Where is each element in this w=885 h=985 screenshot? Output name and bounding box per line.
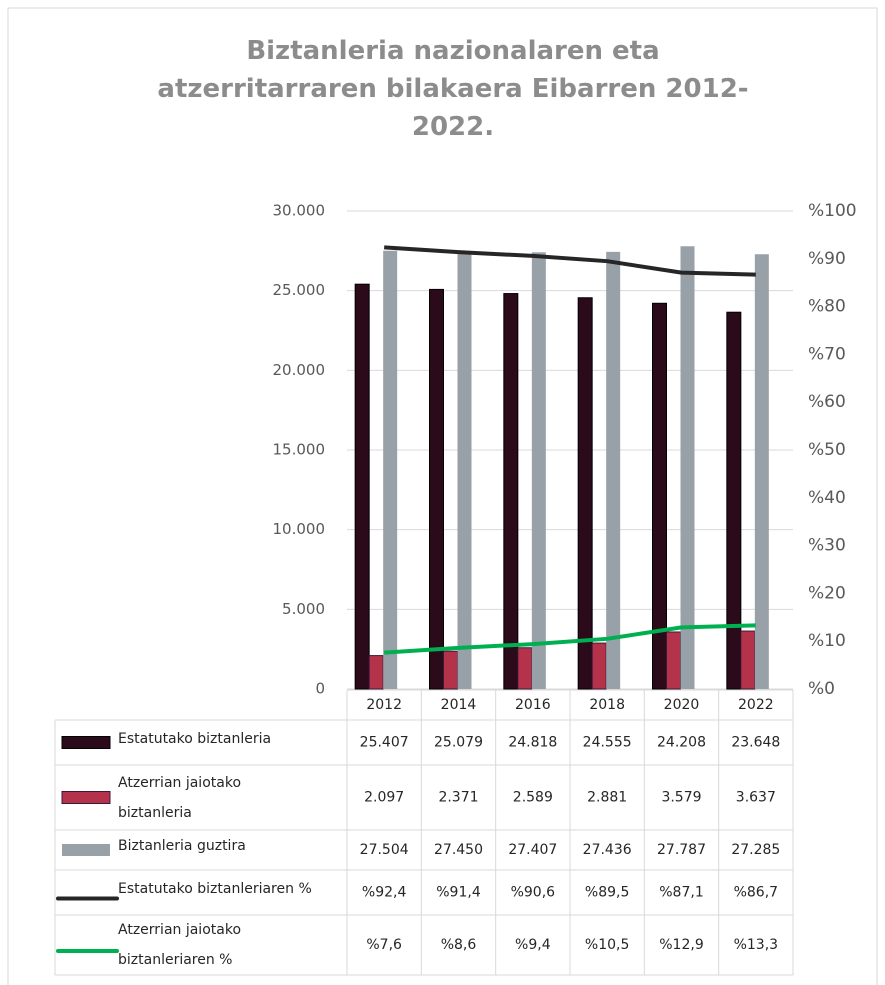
y2-tick-label: %70 <box>808 344 846 364</box>
bar <box>740 630 756 690</box>
table-value: %8,6 <box>441 937 477 953</box>
y2-tick-label: %100 <box>808 201 857 221</box>
bar <box>368 655 384 690</box>
legend-label: Atzerrian jaiotako biztanleria <box>118 774 242 821</box>
table-value: %90,6 <box>511 885 556 901</box>
bar <box>354 283 370 690</box>
table-value: %91,4 <box>436 885 481 901</box>
legend-label: Estatutako biztanleriaren % <box>118 880 312 897</box>
y-tick-label: 15.000 <box>273 441 326 459</box>
y2-tick-label: %90 <box>808 249 846 269</box>
y2-tick-label: %20 <box>808 583 846 603</box>
table-value: 27.436 <box>583 842 632 858</box>
y2-tick-label: %40 <box>808 488 846 508</box>
y-tick-label: 25.000 <box>273 281 326 299</box>
table-value: 24.555 <box>583 735 632 751</box>
table-value: %92,4 <box>362 885 407 901</box>
table-value: 24.818 <box>508 735 557 751</box>
bar <box>517 647 533 690</box>
y2-tick-label: %0 <box>808 679 835 699</box>
bar <box>606 251 621 689</box>
y2-tick-label: %60 <box>808 392 846 412</box>
table-value: 3.579 <box>661 790 701 806</box>
table-value: 27.787 <box>657 842 706 858</box>
y-tick-label: 0 <box>315 680 325 698</box>
bar <box>531 252 546 690</box>
table-value: %87,1 <box>659 885 703 901</box>
x-tick-label: 2020 <box>664 697 700 713</box>
table-value: %86,7 <box>734 885 778 901</box>
y2-tick-label: %50 <box>808 440 846 460</box>
y2-tick-label: %10 <box>808 631 846 651</box>
y-tick-label: 10.000 <box>273 520 326 538</box>
table-value: 27.407 <box>508 842 557 858</box>
table-value: %7,6 <box>366 937 402 953</box>
legend-label: Biztanleria guztira <box>118 838 246 854</box>
bar <box>754 254 769 689</box>
y-tick-label: 20.000 <box>273 361 326 379</box>
table-value: 25.079 <box>434 735 483 751</box>
table-value: 27.285 <box>731 842 780 858</box>
y-tick-label: 5.000 <box>282 600 325 618</box>
y-tick-label: 30.000 <box>273 202 326 220</box>
line-series <box>384 245 756 277</box>
chart-title: Biztanleria nazionalaren eta atzerritarr… <box>157 36 749 142</box>
bar <box>680 246 695 689</box>
table-value: 2.881 <box>587 790 627 806</box>
table-value: 27.504 <box>360 842 409 858</box>
bar <box>652 302 667 690</box>
x-tick-label: 2018 <box>589 697 625 713</box>
y2-tick-label: %30 <box>808 536 846 556</box>
x-tick-label: 2016 <box>515 697 551 713</box>
table-value: %13,3 <box>734 937 778 953</box>
table-value: 2.589 <box>513 790 553 806</box>
table-value: %10,5 <box>585 937 629 953</box>
table-value: 27.450 <box>434 842 483 858</box>
bar <box>429 288 444 690</box>
legend-swatch <box>61 791 111 804</box>
table-value: 24.208 <box>657 735 706 751</box>
chart-border <box>7 7 878 985</box>
table-value: 25.407 <box>360 735 409 751</box>
table-value: 3.637 <box>736 790 776 806</box>
table-value: 2.097 <box>364 790 404 806</box>
legend-swatch <box>62 844 110 856</box>
bar <box>577 297 593 690</box>
x-tick-label: 2022 <box>738 697 774 713</box>
x-tick-label: 2014 <box>441 697 477 713</box>
y2-tick-label: %80 <box>808 297 846 317</box>
bar <box>726 311 742 690</box>
legend-label: Estatutako biztanleria <box>118 730 272 747</box>
bar <box>457 251 472 689</box>
table-value: %12,9 <box>659 937 703 953</box>
x-tick-label: 2012 <box>366 697 402 713</box>
legend-swatch <box>61 736 111 749</box>
table-value: %9,4 <box>515 937 551 953</box>
line-series <box>384 623 756 655</box>
table-value: 23.648 <box>731 735 780 751</box>
bar <box>443 650 458 690</box>
legend-label: Atzerrian jaiotako biztanleriaren % <box>118 922 242 968</box>
bar <box>591 642 607 690</box>
table-value: %89,5 <box>585 885 629 901</box>
bar <box>503 293 519 690</box>
table-value: 2.371 <box>438 790 478 806</box>
bar <box>666 631 681 690</box>
bar <box>383 250 398 690</box>
